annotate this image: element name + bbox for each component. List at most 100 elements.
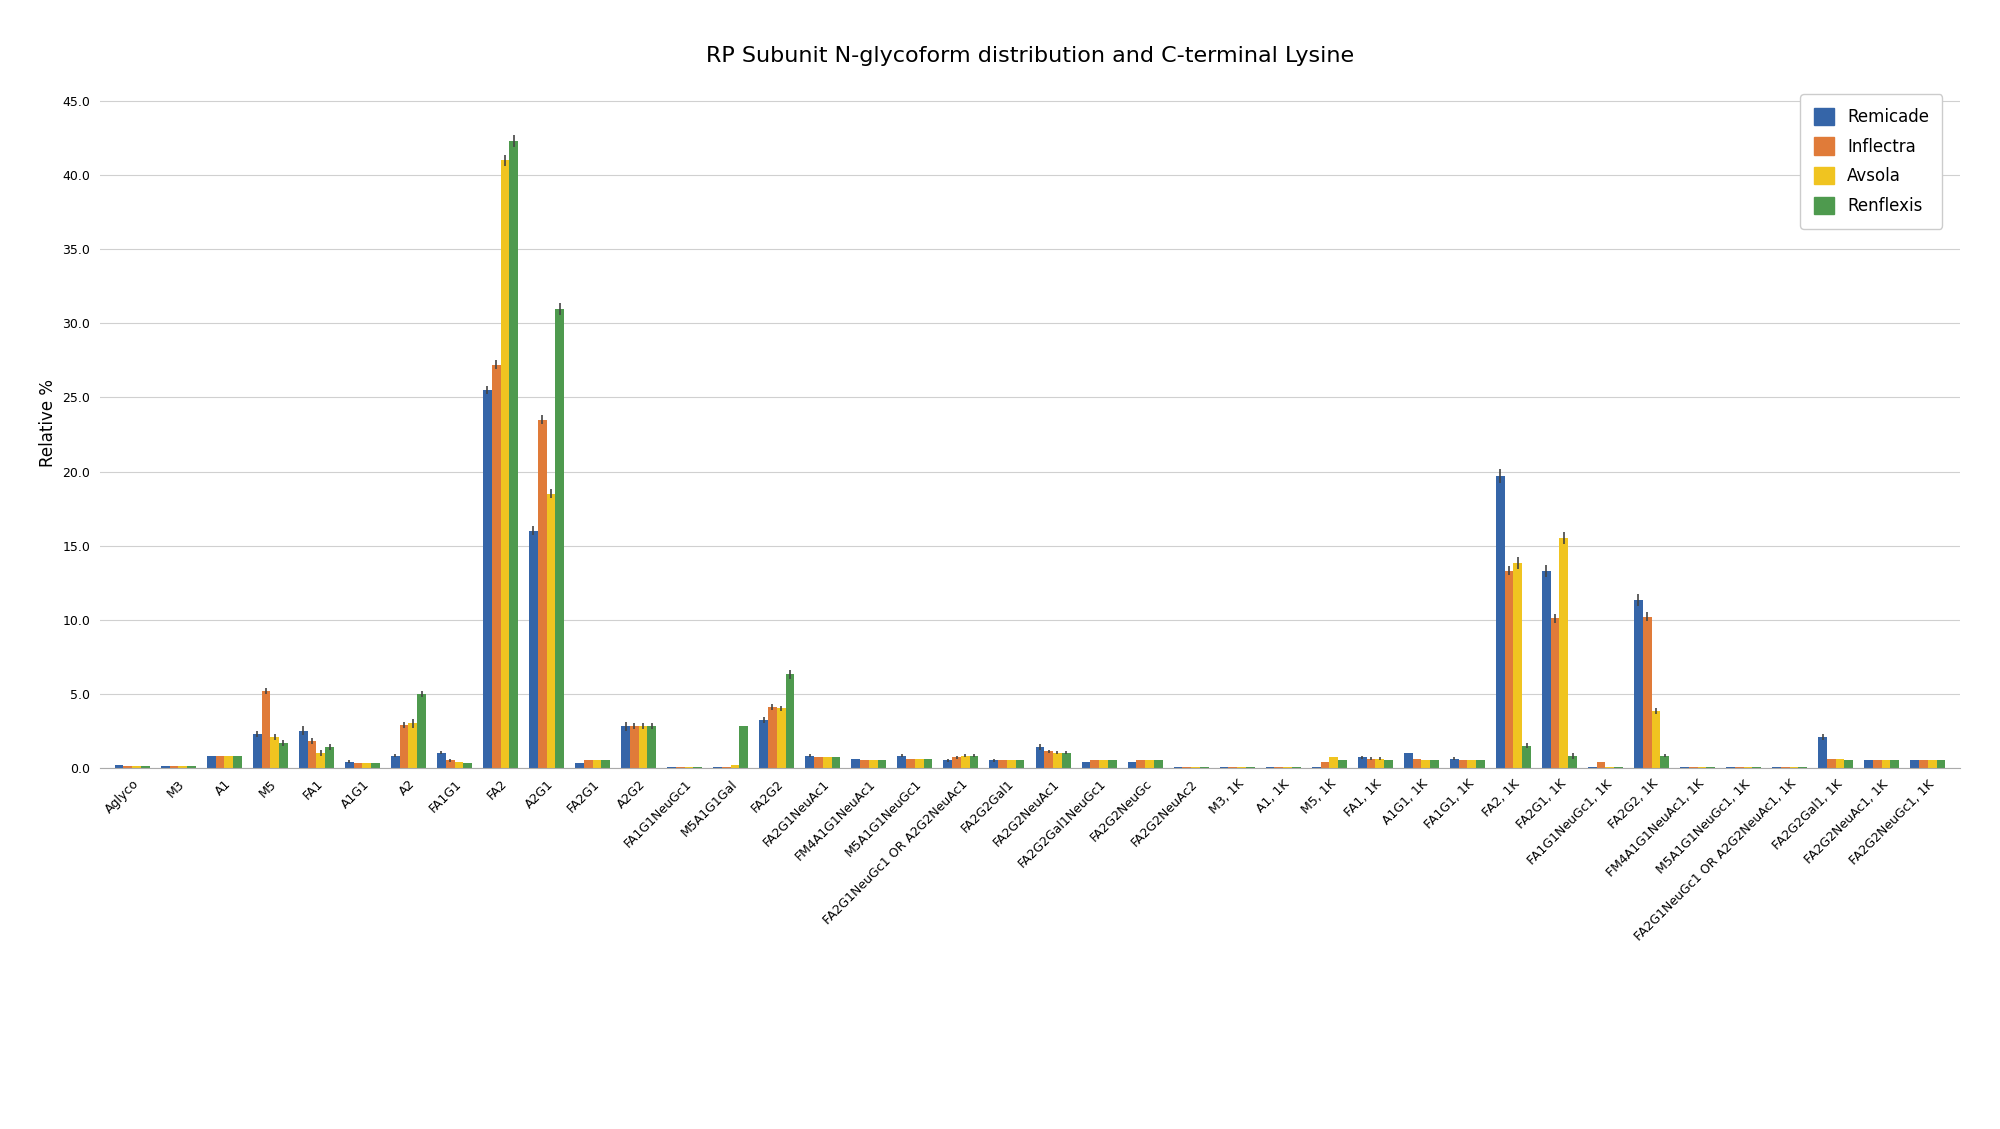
- Bar: [1936, 760, 1946, 768]
- Bar: [1330, 758, 1338, 768]
- Bar: [1136, 760, 1146, 768]
- Y-axis label: Relative %: Relative %: [38, 379, 56, 467]
- Bar: [990, 760, 998, 768]
- Bar: [740, 726, 748, 768]
- Bar: [492, 365, 500, 768]
- Bar: [914, 759, 924, 768]
- Bar: [538, 420, 546, 768]
- Bar: [124, 767, 132, 768]
- Bar: [262, 691, 270, 768]
- Bar: [344, 762, 354, 768]
- Bar: [362, 763, 372, 768]
- Bar: [1154, 760, 1162, 768]
- Bar: [1818, 736, 1826, 768]
- Bar: [454, 762, 464, 768]
- Bar: [1496, 476, 1504, 768]
- Bar: [630, 726, 638, 768]
- Bar: [970, 756, 978, 768]
- Bar: [768, 707, 776, 768]
- Bar: [602, 760, 610, 768]
- Bar: [832, 758, 840, 768]
- Bar: [400, 725, 408, 768]
- Bar: [280, 743, 288, 768]
- Bar: [1108, 760, 1116, 768]
- Bar: [298, 730, 308, 768]
- Bar: [592, 760, 602, 768]
- Bar: [132, 767, 140, 768]
- Bar: [960, 756, 970, 768]
- Bar: [408, 724, 418, 768]
- Bar: [216, 756, 224, 768]
- Bar: [1100, 760, 1108, 768]
- Bar: [1522, 745, 1530, 768]
- Bar: [160, 767, 170, 768]
- Bar: [1920, 760, 1928, 768]
- Bar: [1928, 760, 1936, 768]
- Bar: [308, 741, 316, 768]
- Bar: [372, 763, 380, 768]
- Bar: [906, 759, 914, 768]
- Bar: [1514, 563, 1522, 768]
- Bar: [730, 764, 740, 768]
- Bar: [1872, 760, 1882, 768]
- Bar: [1384, 760, 1392, 768]
- Bar: [530, 531, 538, 768]
- Bar: [1412, 759, 1422, 768]
- Bar: [1036, 747, 1044, 768]
- Bar: [924, 759, 932, 768]
- Bar: [1366, 759, 1376, 768]
- Bar: [1550, 619, 1560, 768]
- Bar: [270, 736, 280, 768]
- Bar: [438, 753, 446, 768]
- Bar: [1468, 760, 1476, 768]
- Bar: [944, 760, 952, 768]
- Bar: [178, 767, 188, 768]
- Bar: [188, 767, 196, 768]
- Bar: [1376, 759, 1384, 768]
- Bar: [556, 308, 564, 768]
- Bar: [806, 756, 814, 768]
- Bar: [1054, 753, 1062, 768]
- Bar: [1890, 760, 1900, 768]
- Bar: [546, 493, 556, 768]
- Bar: [354, 763, 362, 768]
- Bar: [1128, 762, 1136, 768]
- Bar: [234, 756, 242, 768]
- Bar: [648, 726, 656, 768]
- Bar: [140, 767, 150, 768]
- Bar: [776, 709, 786, 768]
- Bar: [1910, 760, 1920, 768]
- Bar: [464, 763, 472, 768]
- Bar: [1016, 760, 1024, 768]
- Bar: [822, 758, 832, 768]
- Bar: [1560, 539, 1568, 768]
- Bar: [760, 720, 768, 768]
- Bar: [584, 760, 592, 768]
- Bar: [446, 760, 454, 768]
- Bar: [868, 760, 878, 768]
- Bar: [1430, 760, 1438, 768]
- Bar: [170, 767, 178, 768]
- Bar: [1146, 760, 1154, 768]
- Bar: [622, 726, 630, 768]
- Bar: [510, 141, 518, 768]
- Bar: [576, 763, 584, 768]
- Bar: [1504, 571, 1514, 768]
- Bar: [390, 756, 400, 768]
- Bar: [1836, 759, 1844, 768]
- Bar: [952, 758, 960, 768]
- Bar: [1358, 758, 1366, 768]
- Bar: [326, 747, 334, 768]
- Bar: [814, 758, 822, 768]
- Bar: [1338, 760, 1346, 768]
- Bar: [114, 764, 124, 768]
- Bar: [898, 756, 906, 768]
- Bar: [252, 734, 262, 768]
- Bar: [786, 674, 794, 768]
- Bar: [1458, 760, 1468, 768]
- Bar: [1006, 760, 1016, 768]
- Bar: [1826, 759, 1836, 768]
- Bar: [1642, 616, 1652, 768]
- Bar: [1864, 760, 1872, 768]
- Bar: [1090, 760, 1100, 768]
